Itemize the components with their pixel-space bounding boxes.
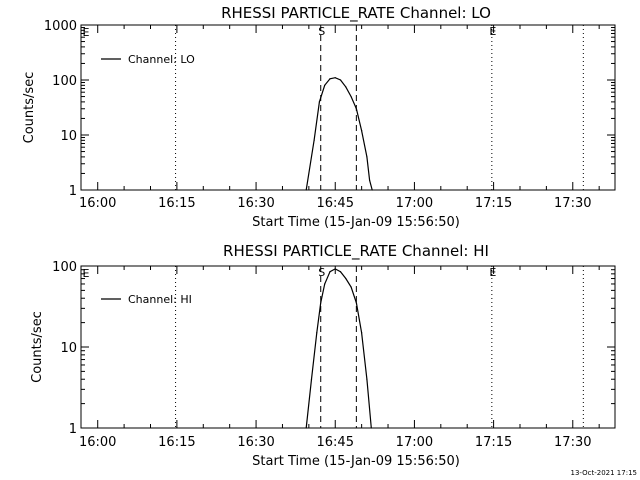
marker-label: E [489, 266, 496, 279]
data-point [313, 139, 315, 141]
data-point [310, 378, 313, 380]
data-point [324, 84, 326, 86]
plot-frame [80, 265, 616, 429]
series-line [305, 268, 372, 429]
data-point [361, 130, 363, 132]
data-point [361, 332, 363, 334]
data-point [329, 271, 331, 273]
plot-frame [80, 24, 616, 191]
data-point [345, 86, 347, 88]
data-point [366, 378, 368, 380]
y-tick-label: 100 [52, 260, 77, 275]
marker-label: E [83, 26, 90, 39]
data-point [316, 332, 318, 334]
x-tick-label: 16:15 [158, 435, 195, 450]
x-tick-label: 16:30 [237, 435, 274, 450]
x-tick-label: 16:00 [79, 435, 116, 450]
data-point [355, 108, 357, 110]
data-point [345, 277, 347, 280]
chart-title: RHESSI PARTICLE_RATE Channel: HI [223, 242, 489, 261]
data-point [339, 271, 342, 273]
data-point [339, 79, 342, 81]
panel-lo: RHESSI PARTICLE_RATE Channel: LO 1 10 100 10… [22, 4, 616, 230]
legend-label: Channel: HI [128, 293, 192, 306]
x-tick-label: 17:30 [554, 435, 591, 450]
x-tick-label: 16:15 [158, 196, 195, 211]
x-tick-label: 16:00 [79, 196, 116, 211]
x-tick-label: 16:45 [317, 196, 354, 211]
data-point [305, 427, 307, 429]
y-axis-label: Counts/sec [30, 311, 45, 383]
chart-title: RHESSI PARTICLE_RATE Channel: LO [221, 4, 491, 23]
x-tick-label: 17:15 [475, 196, 512, 211]
marker-label: S [318, 266, 325, 279]
y-tick-label: 1000 [44, 19, 77, 34]
data-point [370, 427, 372, 429]
data-point [329, 78, 331, 80]
x-tick-label: 16:45 [317, 435, 354, 450]
data-point [334, 268, 336, 270]
y-tick-label: 1 [69, 422, 77, 437]
y-tick-label: 100 [52, 74, 77, 89]
x-tick-label: 17:00 [396, 196, 433, 211]
x-tick-label: 17:30 [554, 196, 591, 211]
x-tick-label: 16:30 [237, 196, 274, 211]
data-point [355, 302, 357, 304]
x-axis-label: Start Time (15-Jan-09 15:56:50) [252, 454, 460, 469]
data-point [350, 286, 352, 288]
data-point [324, 283, 326, 285]
y-tick-label: 10 [60, 129, 77, 144]
footer-timestamp: 13-Oct-2021 17:15 [571, 469, 637, 477]
panel-hi: RHESSI PARTICLE_RATE Channel: HI 1 10 100 Co… [30, 242, 616, 469]
x-axis-label: Start Time (15-Jan-09 15:56:50) [252, 215, 460, 230]
data-point [350, 95, 352, 98]
data-point [366, 156, 368, 158]
data-point [368, 179, 371, 181]
data-point [318, 101, 321, 103]
data-point [371, 189, 373, 191]
legend-label: Channel: LO [128, 53, 195, 66]
marker-label: S [318, 25, 325, 38]
series-line [305, 77, 373, 191]
x-tick-label: 17:00 [396, 435, 433, 450]
data-point [320, 302, 322, 304]
marker-label: E [489, 25, 496, 38]
y-axis-label: Counts/sec [22, 72, 37, 144]
marker-label: E [83, 267, 90, 280]
y-tick-label: 1 [69, 184, 77, 199]
y-tick-label: 10 [60, 341, 77, 356]
data-point [334, 77, 336, 79]
data-point [305, 189, 307, 191]
x-tick-label: 17:15 [475, 435, 512, 450]
